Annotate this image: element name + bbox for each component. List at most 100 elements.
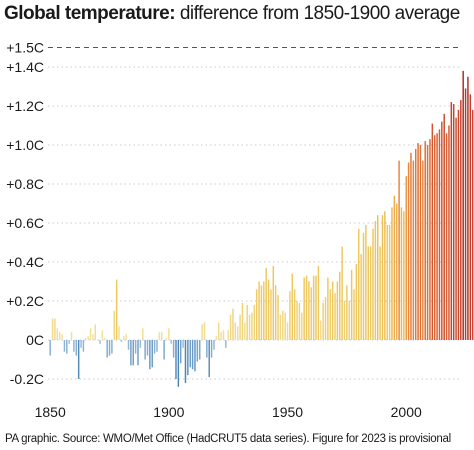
bar-2002 bbox=[410, 152, 412, 340]
bar-1860 bbox=[73, 340, 75, 352]
bar-1910 bbox=[191, 340, 194, 370]
y-tick-label: +0.6C bbox=[6, 215, 44, 231]
bar-1877 bbox=[113, 310, 116, 340]
bar-2026 bbox=[467, 76, 469, 340]
bar-2022 bbox=[457, 109, 460, 341]
bar-1945 bbox=[274, 285, 277, 340]
bar-1959 bbox=[308, 281, 310, 340]
bar-1900 bbox=[168, 328, 170, 340]
bar-2017 bbox=[445, 133, 448, 340]
bar-1908 bbox=[187, 340, 189, 376]
bar-1861 bbox=[75, 340, 78, 356]
bar-2024 bbox=[462, 70, 464, 341]
bar-2027 bbox=[469, 94, 472, 340]
bar-1886 bbox=[134, 340, 137, 354]
bar-1874 bbox=[106, 340, 108, 358]
bar-2001 bbox=[407, 162, 410, 340]
bar-1852 bbox=[54, 318, 56, 340]
bar-1865 bbox=[85, 338, 87, 340]
bar-2011 bbox=[431, 123, 434, 340]
bar-1990 bbox=[381, 215, 384, 340]
bar-2009 bbox=[426, 145, 429, 340]
bar-1875 bbox=[108, 340, 111, 356]
bar-1932 bbox=[244, 322, 246, 340]
bar-1986 bbox=[372, 228, 374, 340]
bar-1878 bbox=[115, 279, 118, 340]
bar-1872 bbox=[101, 330, 104, 340]
bar-2015 bbox=[441, 121, 443, 340]
y-tick-label: +0.4C bbox=[6, 254, 44, 270]
bar-1854 bbox=[58, 332, 61, 340]
bar-1907 bbox=[184, 340, 187, 383]
bar-2023 bbox=[460, 100, 462, 341]
bar-1867 bbox=[89, 328, 92, 340]
bar-1944 bbox=[272, 265, 275, 340]
bar-1858 bbox=[68, 340, 70, 344]
y-tick-label: +0.2C bbox=[6, 293, 44, 309]
x-tick-label: 1950 bbox=[272, 404, 303, 420]
bar-1927 bbox=[232, 308, 234, 340]
source-footnote: PA graphic. Source: WMO/Met Office (HadC… bbox=[5, 433, 451, 445]
bar-1864 bbox=[82, 340, 85, 352]
bar-1911 bbox=[194, 340, 196, 372]
y-tick-label: +1.0C bbox=[6, 137, 44, 153]
bar-1966 bbox=[324, 297, 327, 340]
bar-1935 bbox=[251, 312, 253, 340]
chart-title: Global temperature: difference from 1850… bbox=[4, 2, 460, 26]
bar-1972 bbox=[339, 271, 341, 340]
bar-1960 bbox=[310, 287, 313, 340]
bar-1921 bbox=[217, 322, 220, 340]
bar-1881 bbox=[123, 336, 125, 340]
bar-1902 bbox=[172, 340, 175, 358]
bar-1949 bbox=[284, 312, 286, 340]
x-tick-label: 1900 bbox=[153, 404, 184, 420]
bar-1914 bbox=[201, 324, 203, 340]
bar-1879 bbox=[118, 326, 120, 340]
bar-2010 bbox=[429, 139, 431, 340]
y-tick-label: +0.8C bbox=[6, 176, 44, 192]
bar-1882 bbox=[125, 334, 127, 340]
bar-1898 bbox=[163, 340, 165, 360]
bar-1904 bbox=[177, 340, 180, 387]
bar-1891 bbox=[146, 340, 149, 356]
bar-1933 bbox=[246, 304, 248, 340]
bar-2008 bbox=[424, 141, 426, 340]
bar-1994 bbox=[391, 207, 393, 340]
bar-1912 bbox=[196, 340, 199, 362]
bar-1870 bbox=[96, 340, 99, 341]
bar-1915 bbox=[203, 322, 206, 340]
bar-1969 bbox=[331, 281, 334, 340]
bar-1922 bbox=[220, 332, 222, 340]
bar-2004 bbox=[414, 148, 417, 340]
bar-1948 bbox=[282, 310, 284, 340]
bar-1920 bbox=[215, 336, 218, 340]
bar-1930 bbox=[239, 314, 241, 340]
bar-1973 bbox=[341, 246, 343, 340]
bar-1903 bbox=[175, 340, 177, 379]
bar-1913 bbox=[198, 340, 201, 360]
bar-1895 bbox=[156, 340, 158, 352]
bar-1926 bbox=[229, 314, 232, 340]
bar-1888 bbox=[139, 340, 142, 348]
bar-1937 bbox=[255, 289, 258, 340]
bar-1981 bbox=[360, 254, 362, 340]
bar-1884 bbox=[130, 340, 132, 366]
bar-1953 bbox=[293, 289, 296, 340]
bar-1940 bbox=[263, 281, 265, 340]
bar-2012 bbox=[433, 135, 436, 340]
bar-2006 bbox=[419, 145, 422, 340]
bar-1897 bbox=[161, 332, 163, 340]
bar-1917 bbox=[208, 340, 210, 378]
bar-1978 bbox=[353, 289, 355, 340]
bar-1993 bbox=[388, 224, 391, 340]
bar-1934 bbox=[248, 314, 251, 340]
bar-1906 bbox=[182, 340, 184, 348]
bar-1924 bbox=[225, 340, 227, 348]
y-tick-label: -0.2C bbox=[10, 371, 44, 387]
bar-1941 bbox=[265, 267, 267, 340]
bar-2019 bbox=[450, 102, 453, 340]
bar-1885 bbox=[132, 340, 134, 366]
bar-1956 bbox=[301, 312, 303, 340]
bar-1946 bbox=[277, 295, 279, 340]
bar-1995 bbox=[393, 195, 396, 340]
